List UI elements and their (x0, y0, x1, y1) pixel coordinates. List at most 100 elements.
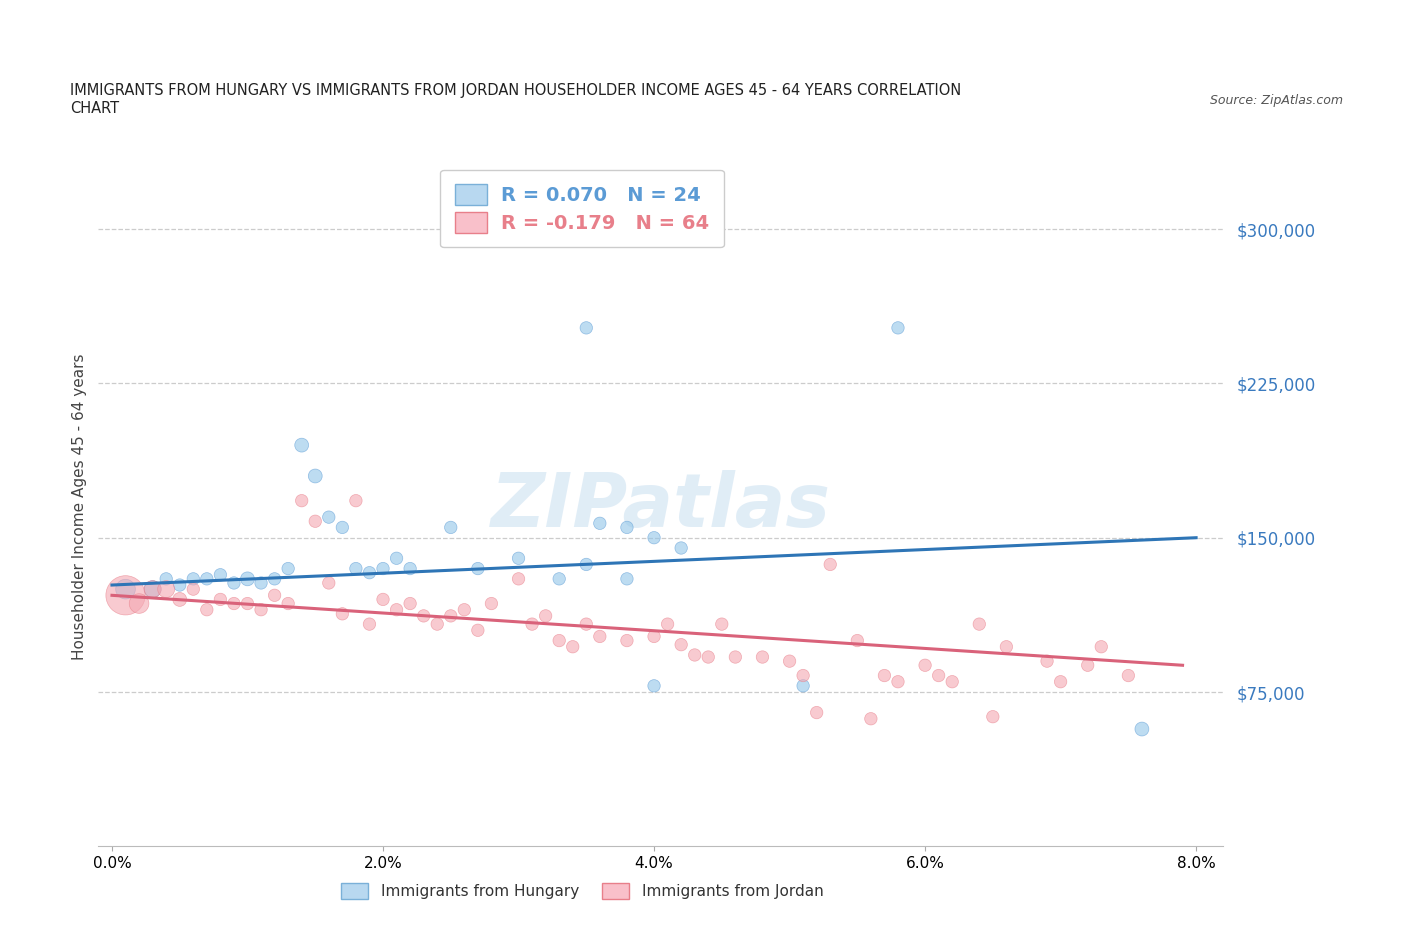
Point (683, 647, 706, 662)
Point (344, 493, 367, 508)
Legend: Immigrants from Hungary, Immigrants from Jordan: Immigrants from Hungary, Immigrants from… (333, 875, 831, 907)
Point (806, 705, 828, 720)
Point (669, 637, 692, 652)
Point (440, 520, 463, 535)
Point (440, 608, 463, 623)
Point (1077, 658, 1099, 672)
Point (277, 561, 299, 576)
Point (616, 571, 638, 586)
Point (318, 576, 340, 591)
Point (304, 513, 326, 528)
Point (981, 710, 1004, 724)
Point (412, 608, 434, 623)
Point (548, 633, 571, 648)
Text: ZIPatlas: ZIPatlas (491, 471, 831, 543)
Point (385, 603, 408, 618)
Point (995, 639, 1018, 654)
Point (616, 520, 638, 535)
Point (697, 649, 720, 664)
Point (250, 576, 273, 591)
Y-axis label: Householder Income Ages 45 - 64 years: Householder Income Ages 45 - 64 years (72, 353, 87, 660)
Point (1130, 722, 1153, 737)
Text: Source: ZipAtlas.com: Source: ZipAtlas.com (1209, 94, 1343, 107)
Point (575, 557, 598, 572)
Point (818, 557, 841, 572)
Point (291, 438, 314, 453)
Point (263, 571, 285, 586)
Text: IMMIGRANTS FROM HUNGARY VS IMMIGRANTS FROM JORDAN HOUSEHOLDER INCOME AGES 45 - 6: IMMIGRANTS FROM HUNGARY VS IMMIGRANTS FR… (70, 83, 962, 98)
Point (669, 540, 692, 555)
Point (128, 596, 150, 611)
Point (304, 469, 326, 484)
Point (453, 603, 475, 618)
Point (792, 668, 814, 683)
Point (371, 561, 394, 576)
Point (887, 674, 910, 689)
Point (1036, 654, 1059, 669)
Point (724, 649, 747, 664)
Point (508, 551, 530, 565)
Point (371, 592, 394, 607)
Point (575, 617, 598, 631)
Point (181, 581, 204, 596)
Point (467, 623, 489, 638)
Point (779, 654, 801, 669)
Point (142, 581, 165, 596)
Point (914, 658, 936, 672)
Point (643, 678, 665, 693)
Text: CHART: CHART (70, 101, 120, 116)
Point (359, 617, 381, 631)
Point (710, 617, 733, 631)
Point (142, 581, 165, 596)
Point (426, 617, 449, 631)
Point (399, 596, 422, 611)
Point (291, 493, 314, 508)
Point (155, 581, 177, 596)
Point (561, 639, 583, 654)
Point (928, 668, 950, 683)
Point (181, 571, 204, 586)
Point (195, 603, 218, 618)
Point (236, 571, 259, 586)
Point (846, 633, 869, 648)
Point (657, 617, 679, 631)
Point (548, 571, 571, 586)
Point (222, 576, 245, 591)
Point (222, 596, 245, 611)
Point (969, 617, 991, 631)
Point (575, 321, 598, 336)
Point (155, 571, 177, 586)
Point (643, 530, 665, 545)
Point (589, 629, 612, 644)
Point (169, 592, 191, 607)
Point (941, 674, 963, 689)
Point (330, 520, 353, 535)
Point (209, 592, 232, 607)
Point (277, 596, 299, 611)
Point (792, 678, 814, 693)
Point (873, 668, 896, 683)
Point (250, 603, 273, 618)
Point (344, 561, 367, 576)
Point (1049, 674, 1071, 689)
Point (751, 649, 773, 664)
Point (359, 565, 381, 580)
Point (534, 608, 557, 623)
Point (236, 596, 259, 611)
Point (520, 617, 543, 631)
Point (859, 711, 882, 726)
Point (1118, 668, 1140, 683)
Point (195, 571, 218, 586)
Point (318, 510, 340, 525)
Point (330, 606, 353, 621)
Point (114, 588, 136, 603)
Point (616, 633, 638, 648)
Point (385, 551, 408, 565)
Point (887, 321, 910, 336)
Point (114, 581, 136, 596)
Point (467, 561, 489, 576)
Point (643, 629, 665, 644)
Point (481, 596, 503, 611)
Point (508, 571, 530, 586)
Point (263, 588, 285, 603)
